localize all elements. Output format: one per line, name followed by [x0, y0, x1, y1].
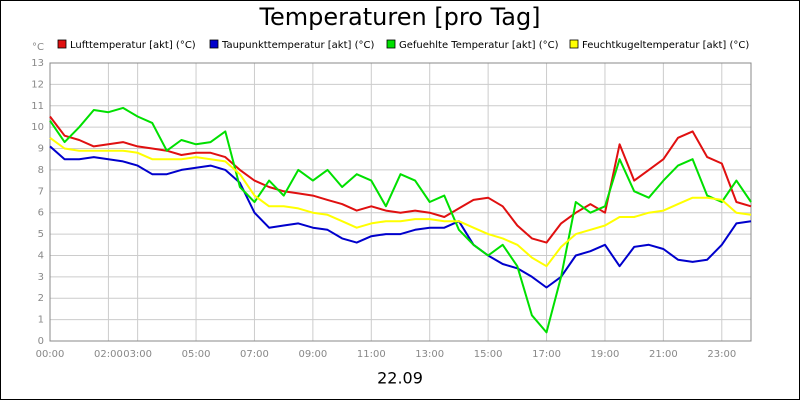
legend-swatch: [57, 39, 67, 49]
plot-area: [50, 63, 751, 341]
y-unit: °C: [32, 42, 44, 53]
legend-swatch: [569, 39, 579, 49]
y-tick-label: 0: [38, 336, 44, 347]
chart-title: Temperaturen [pro Tag]: [258, 3, 540, 31]
series-line: [49, 136, 752, 268]
y-tick-label: 5: [38, 229, 44, 240]
date-label: 22.09: [377, 369, 423, 388]
x-tick-label: 15:00: [474, 349, 503, 360]
y-tick-label: 7: [38, 186, 44, 197]
legend-label: Gefuehlte Temperatur [akt] (°C): [399, 40, 559, 51]
y-tick-label: 1: [38, 315, 44, 326]
legend-swatch: [386, 39, 396, 49]
x-tick-label: 05:00: [182, 349, 211, 360]
x-tick-label: 19:00: [591, 349, 620, 360]
y-tick-label: 11: [31, 101, 44, 112]
x-tick-label: 23:00: [707, 349, 736, 360]
x-tick-label: 02:00: [94, 349, 123, 360]
x-tick-label: 00:00: [36, 349, 65, 360]
y-tick-label: 12: [31, 79, 44, 90]
y-tick-label: 9: [38, 144, 44, 155]
y-tick-label: 8: [38, 165, 44, 176]
x-tick-label: 03:00: [123, 349, 152, 360]
x-tick-label: 09:00: [298, 349, 327, 360]
legend-label: Lufttemperatur [akt] (°C): [70, 40, 196, 51]
x-tick-label: 07:00: [240, 349, 269, 360]
series-line: [49, 145, 752, 289]
y-tick-label: 13: [31, 58, 44, 69]
legend-swatch: [209, 39, 219, 49]
x-tick-label: 11:00: [357, 349, 386, 360]
series-line: [49, 106, 752, 334]
x-tick-label: 21:00: [649, 349, 678, 360]
y-tick-label: 6: [38, 208, 44, 219]
y-tick-label: 4: [38, 250, 44, 261]
x-tick-label: 17:00: [532, 349, 561, 360]
legend-label: Feuchtkugeltemperatur [akt] (°C): [582, 40, 749, 51]
y-tick-label: 3: [38, 272, 44, 283]
legend-label: Taupunkttemperatur [akt] (°C): [221, 40, 374, 51]
y-tick-label: 10: [31, 122, 44, 133]
x-tick-label: 13:00: [415, 349, 444, 360]
y-tick-label: 2: [38, 293, 44, 304]
